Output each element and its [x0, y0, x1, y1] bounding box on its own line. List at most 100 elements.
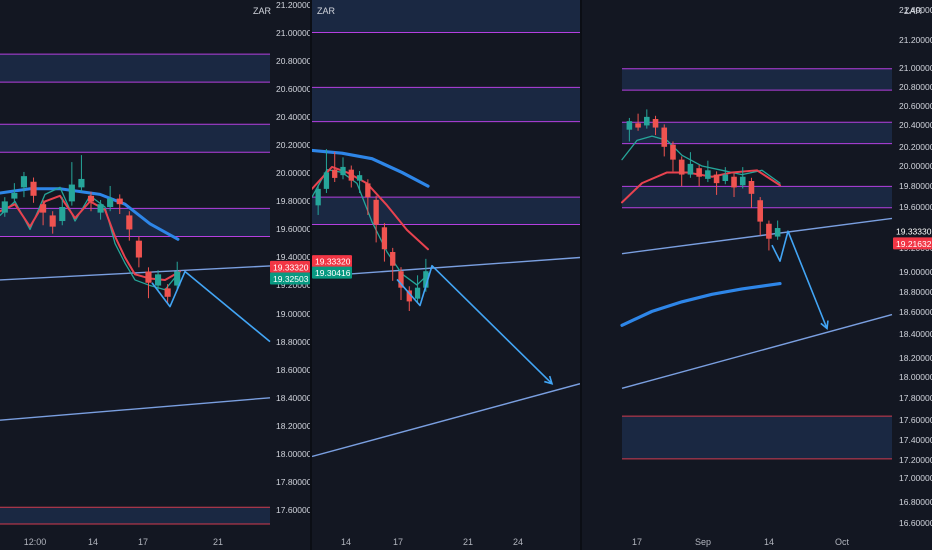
y-axis-tick-label: 17.40000: [899, 435, 932, 445]
candle: [107, 198, 114, 207]
candle: [323, 172, 330, 189]
projection-arrowhead: [820, 320, 829, 331]
x-axis-tick-label: Sep: [695, 537, 711, 547]
y-axis-tick-label: 21.00000: [899, 63, 932, 73]
supply-demand-zone: [622, 122, 892, 144]
panel-divider: [310, 0, 312, 550]
y-axis-tick-label: 20.20000: [276, 140, 310, 150]
candle: [315, 188, 321, 206]
candle: [687, 163, 694, 175]
y-axis-tick-label: 17.20000: [899, 455, 932, 465]
y-axis-tick-label: 19.60000: [276, 224, 310, 234]
x-axis-tick-label: 17: [138, 537, 148, 547]
projection-arrowhead: [544, 375, 554, 385]
candle: [626, 121, 633, 130]
price-tag-label: 19.21632: [896, 239, 932, 249]
price-tag-label: 19.33320: [315, 257, 351, 267]
supply-demand-zone: [622, 68, 892, 91]
chart-panel-right[interactable]: 21.40000 21.20000 21.00000 20.80000 20.60000…: [582, 0, 932, 550]
x-axis-tick-label: 17: [393, 537, 403, 547]
candle: [406, 290, 412, 302]
trendline: [621, 217, 893, 255]
chart-svg: 21.2000021.0000020.8000020.6000020.40000…: [312, 0, 580, 547]
candle: [340, 166, 346, 176]
price-tag: [270, 272, 310, 285]
y-axis-tick-label: 18.20000: [276, 421, 310, 431]
candle: [164, 288, 171, 297]
y-axis-tick-label: 17.60000: [276, 505, 310, 515]
chart-svg: 21.2000021.0000020.8000020.6000020.40000…: [0, 0, 310, 547]
y-axis-tick-label: 18.20000: [899, 353, 932, 363]
y-axis-tick-label: 16.60000: [899, 518, 932, 528]
candle: [365, 183, 371, 198]
candle: [661, 127, 668, 147]
y-axis-tick-label: 19.60000: [899, 202, 932, 212]
y-axis-tick-label: 19.40000: [276, 252, 310, 262]
y-axis-tick-label: 18.80000: [899, 287, 932, 297]
y-axis-tick-label: 21.20000: [276, 0, 310, 10]
y-axis-tick-label: 20.80000: [899, 82, 932, 92]
y-axis-tick-label: 17.00000: [899, 473, 932, 483]
y-axis-tick-label: 21.20000: [899, 35, 932, 45]
trendline: [0, 397, 271, 421]
currency-label: ZAR: [253, 6, 272, 16]
y-axis-tick-label: 19.80000: [276, 196, 310, 206]
y-axis-tick-label: 20.40000: [899, 120, 932, 130]
supply-demand-zone: [0, 507, 270, 525]
x-axis-tick-label: 21: [463, 537, 473, 547]
y-axis-tick-label: 16.80000: [899, 497, 932, 507]
y-axis-tick-label: 17.80000: [899, 393, 932, 403]
candle: [154, 274, 162, 286]
y-axis-tick-label: 20.40000: [276, 112, 310, 122]
projection-path: [771, 230, 828, 329]
chart-panel-middle[interactable]: 21.2000021.0000020.8000020.6000020.40000…: [312, 0, 580, 550]
price-tag-label: 19.32503: [273, 274, 309, 284]
y-axis-tick-label: 18.60000: [276, 365, 310, 375]
candle: [635, 123, 641, 128]
y-axis-tick-label: 21.40000: [899, 5, 932, 15]
y-axis-tick-label: 18.40000: [899, 329, 932, 339]
candle: [652, 119, 659, 128]
candle: [135, 240, 142, 258]
chart-svg: 21.40000 21.20000 21.00000 20.80000 20.60000…: [620, 5, 932, 547]
price-tag-label: 19.33330: [896, 226, 932, 236]
supply-demand-zone: [622, 416, 892, 459]
supply-demand-zone: [312, 87, 580, 122]
supply-demand-zone: [0, 54, 270, 83]
chart-panel-left[interactable]: 21.20000 21.00000 20.80000 20.60000 20.40000…: [0, 0, 310, 550]
candle: [398, 271, 404, 288]
currency-label: ZAR: [904, 6, 923, 16]
trendline: [312, 256, 580, 278]
candle: [68, 184, 75, 202]
y-axis-tick-label: 20.20000: [899, 142, 932, 152]
candle: [97, 204, 104, 213]
candle: [87, 195, 95, 202]
y-axis-tick-label: 18.00000: [276, 449, 310, 459]
supply-demand-zone: [622, 186, 892, 208]
candle: [40, 204, 47, 213]
y-axis-tick-label: 20.60000: [899, 101, 932, 111]
supply-demand-zone: [312, 0, 580, 33]
trendline: [621, 313, 893, 390]
moving-average-long: [620, 282, 782, 327]
candle: [696, 168, 702, 177]
candle: [332, 169, 338, 178]
y-axis-tick-label: 18.80000: [276, 337, 310, 347]
y-axis-tick-label: 19.00000: [276, 309, 310, 319]
supply-demand-zone: [0, 124, 270, 153]
x-axis-tick-label: 21: [213, 537, 223, 547]
x-axis-tick-label: 14: [341, 537, 351, 547]
moving-average-mid: [312, 169, 431, 286]
x-axis-tick-label: 12:00: [24, 537, 47, 547]
projection-path: [396, 264, 553, 385]
candle: [757, 200, 763, 222]
candle: [670, 144, 676, 160]
y-axis-tick-label: 20.00000: [899, 161, 932, 171]
trendline: [312, 383, 580, 458]
candle: [373, 199, 379, 225]
x-axis-tick-label: 17: [632, 537, 642, 547]
candle: [174, 271, 181, 286]
x-axis-tick-label: 14: [764, 537, 774, 547]
candle: [414, 287, 421, 299]
projection-path: [151, 270, 271, 343]
